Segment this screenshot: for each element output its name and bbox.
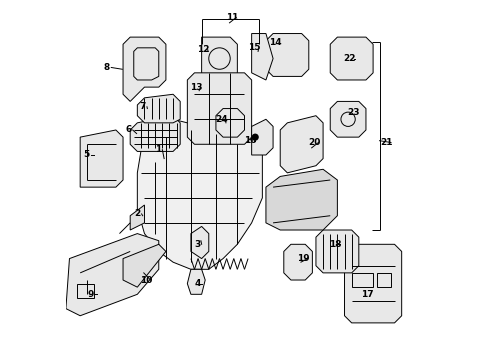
Polygon shape [137,94,180,123]
Bar [376,273,390,287]
Polygon shape [201,37,237,80]
Text: 20: 20 [307,138,320,147]
Polygon shape [344,244,401,323]
Text: 2: 2 [134,210,140,219]
Text: 24: 24 [215,115,227,124]
Polygon shape [187,269,205,294]
Circle shape [251,134,258,141]
Text: 12: 12 [197,45,209,54]
Text: 15: 15 [248,43,260,52]
Text: 6: 6 [125,126,131,135]
Polygon shape [80,130,123,187]
Text: 8: 8 [103,63,110,72]
Text: 13: 13 [190,83,202,92]
Polygon shape [265,169,337,230]
Polygon shape [130,116,180,152]
Polygon shape [216,109,244,137]
Text: 21: 21 [380,138,392,147]
Polygon shape [329,37,372,80]
Polygon shape [265,33,308,76]
Text: 3: 3 [194,240,200,249]
Polygon shape [315,230,358,273]
Polygon shape [66,234,159,316]
Text: 10: 10 [140,275,152,284]
Text: 22: 22 [343,54,355,63]
Polygon shape [123,244,165,287]
Polygon shape [123,37,165,102]
Polygon shape [280,116,323,173]
Text: 16: 16 [243,136,256,145]
Polygon shape [187,73,251,144]
Text: 11: 11 [225,13,238,22]
Bar [351,273,372,287]
Polygon shape [190,226,208,258]
Text: 17: 17 [361,290,373,299]
Text: 1: 1 [155,145,161,154]
Text: 19: 19 [297,254,309,263]
Bar [77,284,94,298]
Polygon shape [137,119,262,269]
Polygon shape [329,102,365,137]
Text: 14: 14 [268,38,281,47]
Polygon shape [130,205,144,230]
Text: 5: 5 [83,150,90,159]
Polygon shape [251,119,272,155]
Text: 9: 9 [87,290,94,299]
Text: 7: 7 [139,102,145,111]
Polygon shape [283,244,312,280]
Text: 23: 23 [346,108,359,117]
Text: 4: 4 [194,279,200,288]
Polygon shape [251,33,272,80]
Text: 18: 18 [329,240,341,249]
